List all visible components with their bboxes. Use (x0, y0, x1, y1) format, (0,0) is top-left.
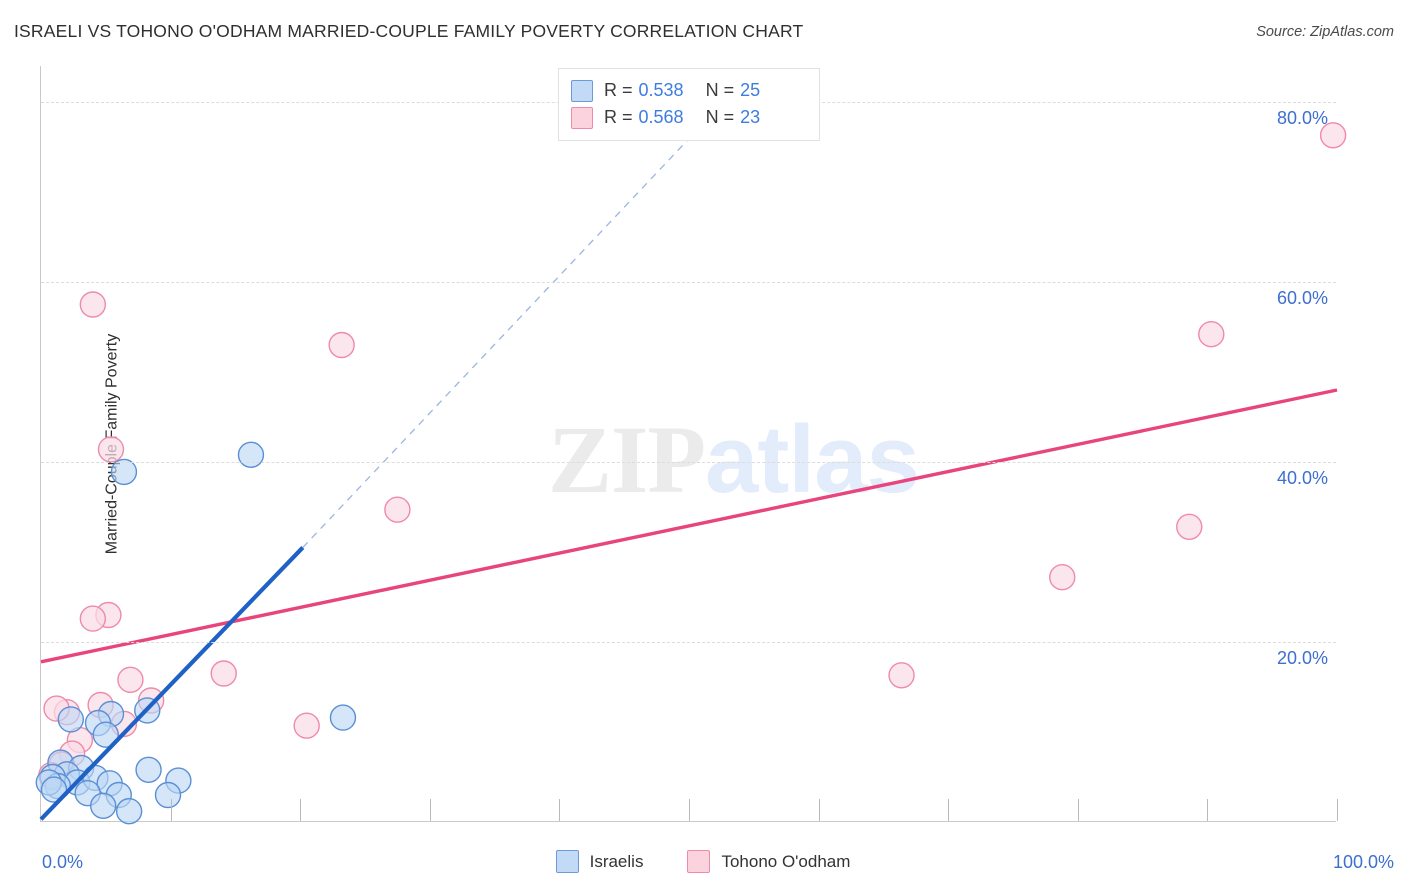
r-label-tohono-oodham: R = (604, 107, 633, 127)
data-point-israelis[interactable] (57, 706, 85, 733)
n-value-israelis: 25 (740, 80, 761, 100)
data-point-tohono-oodham[interactable] (384, 496, 411, 523)
x-axis-tick (948, 799, 950, 821)
n-value-tohono-oodham: 23 (740, 107, 761, 127)
data-point-israelis[interactable] (237, 441, 265, 468)
legend-label-tohono-oodham: Tohono O'odham (721, 851, 851, 871)
data-point-tohono-oodham[interactable] (1319, 122, 1347, 149)
trendline-israelis-extension (302, 97, 729, 548)
x-axis-tick (300, 799, 302, 821)
data-point-israelis[interactable] (154, 781, 182, 809)
x-axis-tick (170, 799, 172, 821)
data-point-tohono-oodham[interactable] (79, 605, 107, 632)
trendline-tohono-oodham (40, 388, 1338, 664)
y-axis-tick-label: 20.0% (1276, 648, 1328, 668)
plot-area: 20.0% 40.0% 60.0% 80.0% (35, 66, 1347, 825)
x-axis-tick (818, 799, 820, 821)
source-attribution: Source: ZipAtlas.com (1256, 24, 1394, 40)
x-axis-tick (1077, 799, 1079, 821)
n-label-israelis: N = (705, 80, 735, 100)
stats-row-tohono-oodham: R = 0.568 N = 23 (571, 104, 807, 131)
r-value-israelis: 0.538 (638, 80, 684, 100)
data-point-tohono-oodham[interactable] (117, 666, 144, 693)
gridline-y (41, 642, 1336, 643)
data-point-israelis[interactable] (92, 721, 120, 748)
n-label-tohono-oodham: N = (705, 107, 735, 127)
data-point-tohono-oodham[interactable] (1198, 321, 1225, 348)
legend-swatch-israelis-icon (555, 850, 579, 873)
data-point-tohono-oodham[interactable] (79, 291, 107, 318)
swatch-tohono-oodham-icon (571, 106, 593, 129)
y-axis-tick-label: 80.0% (1276, 108, 1328, 128)
y-axis-title-wrap: Married-Couple Family Poverty (10, 66, 120, 822)
r-value-tohono-oodham: 0.568 (638, 107, 684, 127)
data-point-tohono-oodham[interactable] (888, 662, 915, 689)
y-axis-tick-label: 60.0% (1276, 288, 1328, 308)
x-axis-tick-max: 100.0% (1332, 852, 1394, 872)
data-point-israelis[interactable] (115, 798, 143, 825)
x-axis-tick (1337, 799, 1338, 821)
swatch-israelis-icon (571, 79, 593, 102)
x-axis-tick (559, 799, 561, 821)
data-point-israelis[interactable] (40, 776, 68, 803)
trendline-israelis (39, 546, 305, 821)
data-point-tohono-oodham[interactable] (97, 436, 125, 463)
gridline-y (41, 462, 1336, 463)
legend-label-israelis: Israelis (589, 851, 644, 871)
data-point-tohono-oodham[interactable] (1049, 564, 1076, 591)
data-point-israelis[interactable] (329, 704, 357, 731)
r-label-israelis: R = (604, 80, 633, 100)
gridline-y (41, 282, 1336, 283)
correlation-stats-legend: R = 0.538 N = 25 R = 0.568 N = 23 (558, 68, 820, 141)
data-point-tohono-oodham[interactable] (1176, 513, 1203, 540)
y-axis-tick-label: 40.0% (1276, 468, 1328, 488)
data-point-tohono-oodham[interactable] (293, 712, 320, 739)
page-title: ISRAELI VS TOHONO O'ODHAM MARRIED-COUPLE… (14, 21, 804, 41)
data-point-tohono-oodham[interactable] (328, 331, 355, 359)
legend-item-tohono-oodham[interactable]: Tohono O'odham (687, 850, 850, 873)
series-legend: Israelis Tohono O'odham (0, 850, 1406, 873)
legend-item-israelis[interactable]: Israelis (555, 850, 644, 873)
x-axis-tick-min: 0.0% (42, 852, 84, 872)
scatter-plot-canvas (35, 97, 1347, 825)
x-axis-tick (1207, 799, 1209, 821)
data-point-israelis[interactable] (110, 458, 138, 486)
stats-row-israelis: R = 0.538 N = 25 (571, 77, 807, 104)
x-axis-tick (429, 799, 431, 821)
data-point-tohono-oodham[interactable] (210, 660, 237, 687)
legend-swatch-tohono-oodham-icon (687, 850, 711, 873)
x-axis-tick (689, 799, 690, 821)
data-point-israelis[interactable] (90, 792, 117, 819)
data-point-israelis[interactable] (135, 756, 162, 783)
